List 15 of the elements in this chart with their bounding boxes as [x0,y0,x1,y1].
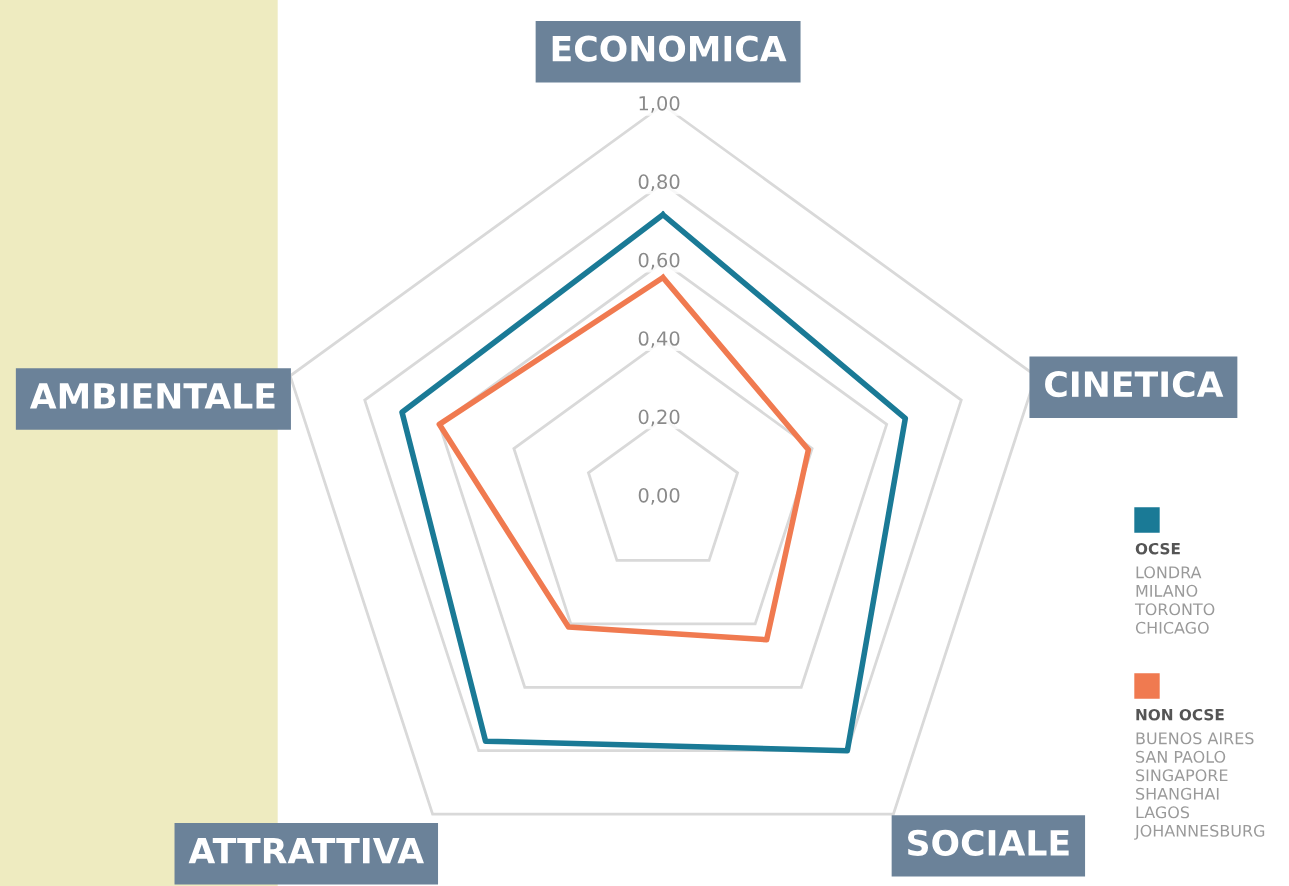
y-tick-label: 0,00 [638,487,680,505]
y-tick-label: 0,60 [638,252,680,270]
legend-label: OCSE [1135,542,1180,555]
y-tick-label: 0,20 [638,409,680,427]
text: LONDRA MILANO TORONTO CHICAGO [1134,566,1215,634]
y-tick-label: 1,00 [639,95,680,113]
spoke-label: SOCIALE [908,829,1069,856]
spoke-label: ECONOMICA [552,35,787,62]
y-tick-label: 0,80 [638,174,680,192]
text: BUENOS AIRES SAN PAOLO SINGAPORE SHANGHAI LAGOS JOHANNESBURG [1134,732,1265,840]
spoke-label: CINETICA [1045,371,1224,398]
spoke-label: ATTRATTIVA [188,837,424,864]
legend-label: NON OCSE [1136,708,1224,721]
spoke-label: AMBIENTALE [29,383,275,409]
y-tick-label: 0,40 [638,331,680,348]
